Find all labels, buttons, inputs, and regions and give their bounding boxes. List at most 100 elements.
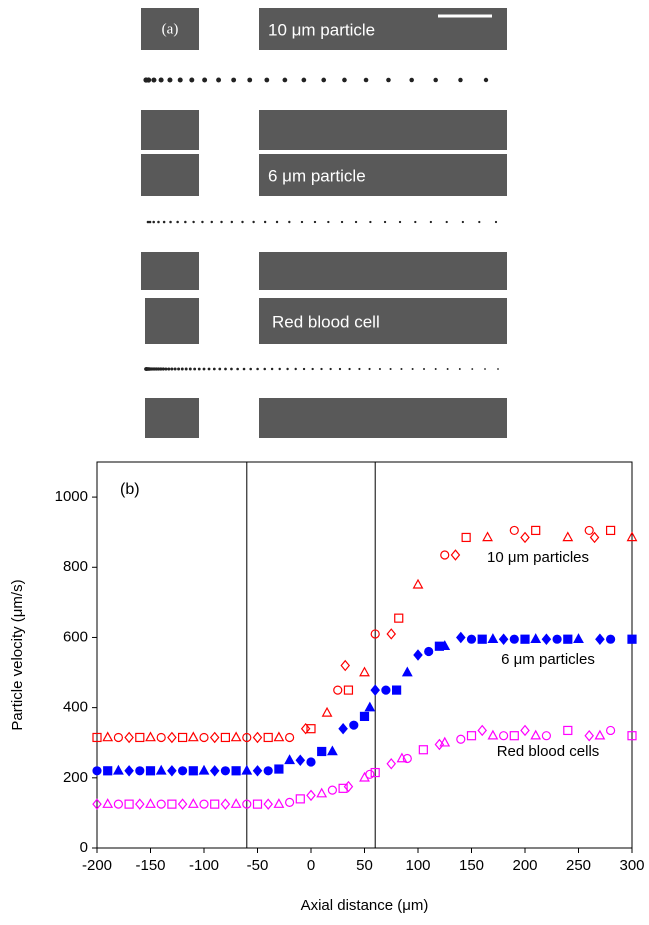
marker [187,731,199,742]
particle [247,77,253,83]
marker [92,732,102,743]
marker [145,766,156,776]
marker [530,633,542,644]
marker [461,532,471,543]
marker [316,787,328,798]
marker [365,769,375,779]
particle [184,220,187,224]
particle [389,367,392,371]
marker [456,631,466,644]
particle [152,220,155,224]
annotation: Red blood cells [497,743,600,760]
marker [498,633,509,645]
marker [263,798,273,810]
marker [274,764,284,774]
marker [530,729,542,740]
marker [413,649,423,661]
marker [402,753,412,764]
particle [411,367,414,371]
image-block [145,298,199,344]
marker [386,758,397,770]
particle [414,220,417,224]
particle [301,77,307,83]
marker [343,685,354,695]
panel-a: (a) 10 μm particle 6 μm particle Red blo… [141,8,507,438]
image-block [259,154,507,196]
particle [433,77,438,83]
marker [198,764,210,775]
marker [263,766,273,776]
particle [286,367,289,371]
marker [241,764,253,775]
marker [199,799,209,809]
panel-b: -200 -150 -100 -50 0 50 100 150 200 250 300 0 200 400… [9,461,645,914]
marker [563,634,573,644]
marker [273,731,285,742]
marker [124,765,134,777]
marker [178,766,188,776]
particle [423,368,426,370]
particle [348,367,351,371]
marker [113,799,124,809]
particle [354,220,358,224]
particle [275,220,279,224]
y-tick-label: 800 [63,558,88,575]
marker [135,766,145,776]
marker [394,613,404,623]
particle [202,77,208,83]
marker [531,525,541,536]
particle [197,367,201,371]
marker [103,766,113,776]
marker [466,731,477,741]
marker [92,766,102,776]
marker [477,724,487,737]
marker [295,794,305,804]
particle [169,220,172,224]
particle [458,77,463,83]
marker [466,634,477,644]
marker [412,578,424,589]
y-tick-label: 600 [63,628,88,645]
x-tick-label: 300 [619,857,644,874]
particle [201,220,204,224]
marker [562,531,574,542]
particle [177,77,183,83]
marker [306,757,316,767]
particle [157,367,161,371]
particle [193,367,197,371]
particle [176,220,179,224]
particle [241,220,244,224]
marker [573,633,584,644]
particle [146,77,152,83]
marker [594,729,606,740]
marker [605,725,616,736]
particle [164,367,168,371]
particle [378,367,381,371]
particle [338,367,342,371]
marker [595,633,605,645]
particle [177,367,181,371]
particle [409,77,414,83]
marker [263,732,273,743]
marker [343,780,354,793]
particle [294,367,297,371]
x-tick-label: -50 [247,857,269,874]
particle [231,77,237,83]
marker [167,799,177,809]
particle [184,367,188,371]
particle [302,367,306,371]
marker [370,684,380,696]
marker [145,798,156,808]
marker [605,525,616,536]
particle [327,220,330,224]
marker [231,766,241,776]
particle [146,220,150,224]
marker [520,634,530,644]
marker [209,765,220,777]
particle [445,220,448,224]
x-axis-label: Axial distance (μm) [301,897,429,914]
particle [320,367,323,371]
marker [333,685,343,695]
particle [256,367,259,371]
